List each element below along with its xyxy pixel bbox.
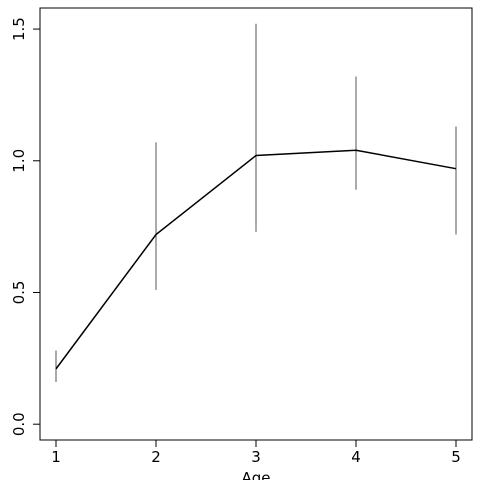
y-tick-label: 0.5 xyxy=(10,281,28,305)
y-tick-label: 1.0 xyxy=(10,149,28,173)
x-axis-label: Age xyxy=(241,469,270,480)
x-tick-label: 1 xyxy=(51,448,61,466)
y-tick-label: 0.0 xyxy=(10,412,28,436)
x-tick-label: 5 xyxy=(451,448,461,466)
x-tick-label: 2 xyxy=(151,448,161,466)
x-tick-label: 3 xyxy=(251,448,261,466)
data-line xyxy=(55,149,457,370)
x-tick-label: 4 xyxy=(351,448,361,466)
y-tick-label: 1.5 xyxy=(10,17,28,41)
